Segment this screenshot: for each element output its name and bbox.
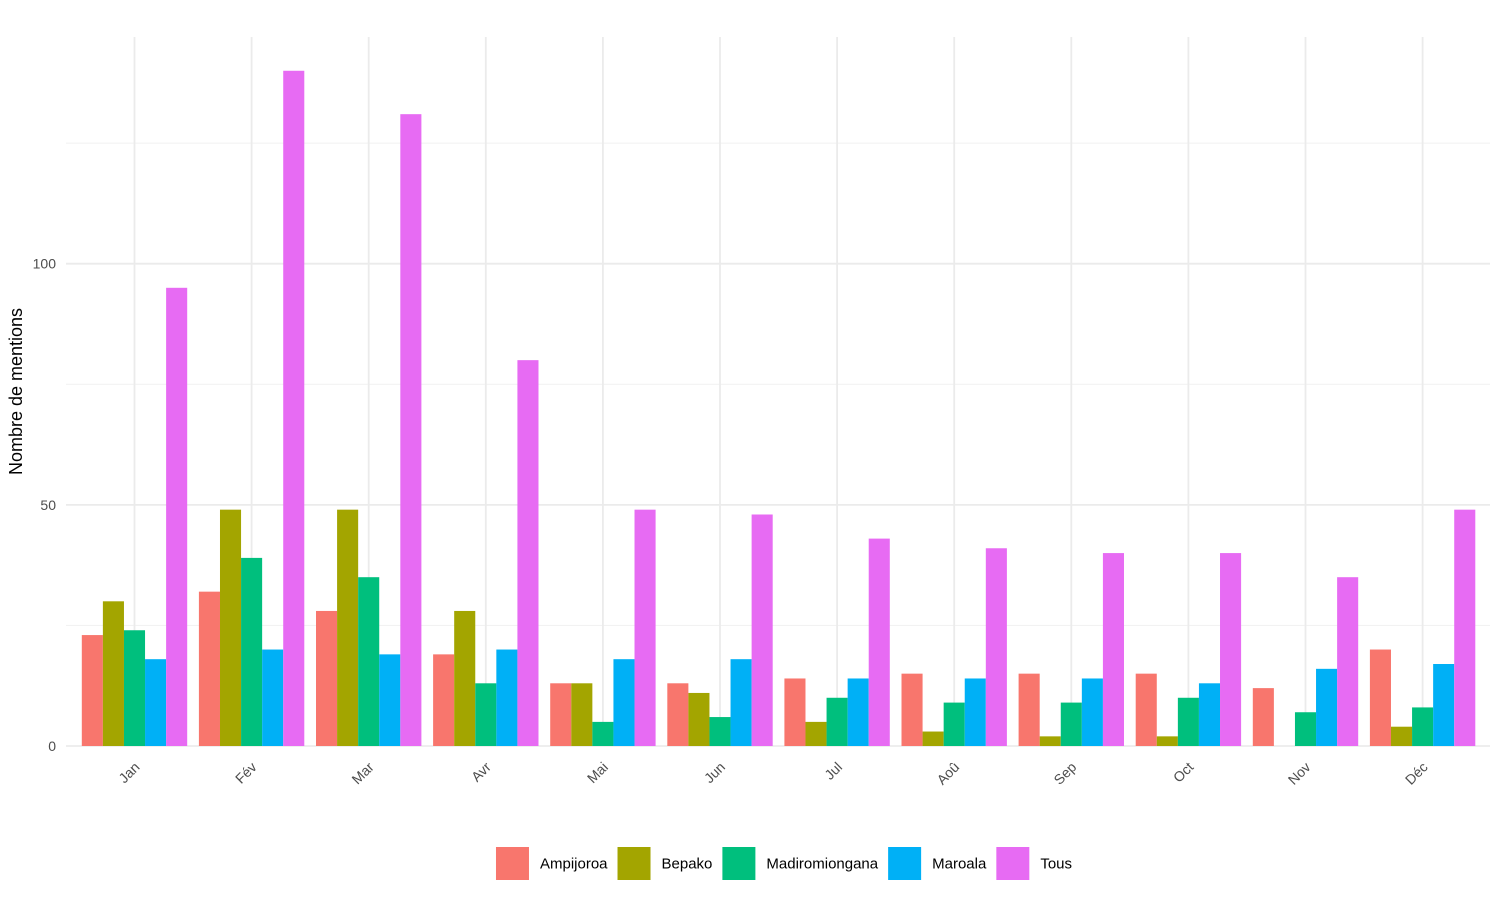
legend-item-maroala: Maroala <box>888 847 987 880</box>
bar-maroala-jan <box>145 659 167 746</box>
x-tick-label: Nov <box>1285 759 1314 788</box>
bar-tous-jun <box>751 514 773 746</box>
bar-bepako-mai <box>571 683 593 746</box>
bar-tous-nov <box>1337 577 1359 746</box>
legend-key-ampijoroa <box>495 847 529 880</box>
bar-tous-jul <box>868 538 890 746</box>
legend-key-maroala <box>888 847 922 880</box>
legend-label-maroala: Maroala <box>932 856 987 873</box>
bar-ampijoroa-dec <box>1369 649 1391 746</box>
bar-maroala-oct <box>1198 683 1221 746</box>
legend-item-ampijoroa: Ampijoroa <box>495 847 608 880</box>
bar-maroala-dec <box>1433 664 1455 746</box>
x-tick-label: Jun <box>701 759 728 786</box>
bar-madiromiongana-dec <box>1412 707 1434 746</box>
x-tick-label: Déc <box>1402 759 1431 788</box>
y-axis-title: Nombre de mentions <box>6 308 26 475</box>
legend-key-madiromiongana <box>722 847 756 880</box>
bar-madiromiongana-aou <box>943 702 965 746</box>
bar-maroala-jul <box>847 678 869 746</box>
bar-ampijoroa-aou <box>901 673 923 746</box>
bar-tous-mar <box>400 114 422 747</box>
bar-tous-dec <box>1454 509 1476 746</box>
bar-maroala-avr <box>496 649 518 746</box>
legend-key-tous <box>996 847 1030 880</box>
x-tick-label: Mai <box>584 759 611 786</box>
bar-ampijoroa-oct <box>1135 673 1157 746</box>
x-tick-label: Oct <box>1170 759 1197 786</box>
bar-ampijoroa-nov <box>1252 688 1274 746</box>
bar-tous-jan <box>166 287 188 746</box>
bar-madiromiongana-sep <box>1060 702 1082 746</box>
bar-madiromiongana-avr <box>475 683 497 746</box>
legend-label-bepako: Bepako <box>662 856 713 873</box>
bar-maroala-jun <box>730 659 752 746</box>
bar-tous-oct <box>1220 553 1242 746</box>
bar-madiromiongana-fev <box>241 557 263 746</box>
legend-item-bepako: Bepako <box>617 847 713 880</box>
bar-madiromiongana-jan <box>123 630 146 746</box>
bar-ampijoroa-avr <box>433 654 455 746</box>
legend-label-ampijoroa: Ampijoroa <box>540 856 608 873</box>
bar-madiromiongana-nov <box>1294 712 1317 746</box>
bar-ampijoroa-jun <box>667 683 689 746</box>
bar-tous-sep <box>1102 553 1124 746</box>
bar-madiromiongana-jun <box>709 717 731 746</box>
bar-ampijoroa-mar <box>316 610 338 746</box>
bar-bepako-dec <box>1390 726 1413 746</box>
bar-tous-mai <box>634 509 656 746</box>
bar-ampijoroa-mai <box>550 683 572 746</box>
bar-ampijoroa-sep <box>1018 673 1040 746</box>
bar-madiromiongana-mar <box>358 577 380 746</box>
bar-maroala-aou <box>964 678 986 746</box>
bar-madiromiongana-mai <box>592 721 614 746</box>
bar-maroala-mai <box>613 659 635 746</box>
y-tick-label: 0 <box>48 738 56 754</box>
bar-bepako-jan <box>102 601 124 746</box>
x-axis-ticks: Jan Fév Mar Avr Mai Jun Jul Aoû Sep Oct Nov Déc <box>115 759 1430 788</box>
bar-bepako-jul <box>805 721 827 746</box>
y-axis-ticks: 0 50 100 <box>33 256 57 754</box>
legend-label-madiromiongana: Madiromiongana <box>766 856 878 873</box>
bar-ampijoroa-jul <box>784 678 806 746</box>
legend: Ampijoroa Bepako Madiromiongana Maroala Tous <box>495 847 1072 880</box>
bar-tous-avr <box>517 360 539 746</box>
bar-maroala-sep <box>1081 678 1103 746</box>
bar-bepako-sep <box>1039 736 1061 746</box>
legend-label-tous: Tous <box>1040 856 1072 873</box>
bar-tous-aou <box>985 548 1007 746</box>
x-tick-label: Mar <box>348 759 377 788</box>
bar-bepako-jun <box>688 692 710 746</box>
bar-bepako-fev <box>219 509 242 746</box>
bar-madiromiongana-oct <box>1177 697 1199 746</box>
y-tick-label: 100 <box>33 256 57 272</box>
bar-maroala-fev <box>262 649 284 746</box>
x-tick-label: Fév <box>232 759 260 787</box>
bar-maroala-nov <box>1316 668 1338 746</box>
bar-bepako-oct <box>1156 736 1178 746</box>
bar-bepako-avr <box>454 610 476 746</box>
x-tick-label: Sep <box>1050 759 1079 788</box>
bar-bepako-mar <box>337 509 359 746</box>
bar-ampijoroa-jan <box>81 635 103 746</box>
bars <box>81 70 1476 747</box>
bar-ampijoroa-fev <box>198 591 220 746</box>
x-tick-label: Avr <box>468 759 494 785</box>
legend-key-bepako <box>617 847 651 880</box>
x-tick-label: Jan <box>115 759 142 786</box>
grid-lines <box>66 37 1490 747</box>
y-tick-label: 50 <box>40 497 56 513</box>
legend-item-madiromiongana: Madiromiongana <box>722 847 879 880</box>
bar-tous-fev <box>283 70 305 746</box>
x-tick-label: Jul <box>821 759 845 783</box>
bar-bepako-aou <box>922 731 944 746</box>
bar-madiromiongana-jul <box>826 697 848 746</box>
legend-item-tous: Tous <box>996 847 1072 880</box>
x-tick-label: Aoû <box>933 759 962 788</box>
bar-maroala-mar <box>379 654 401 746</box>
